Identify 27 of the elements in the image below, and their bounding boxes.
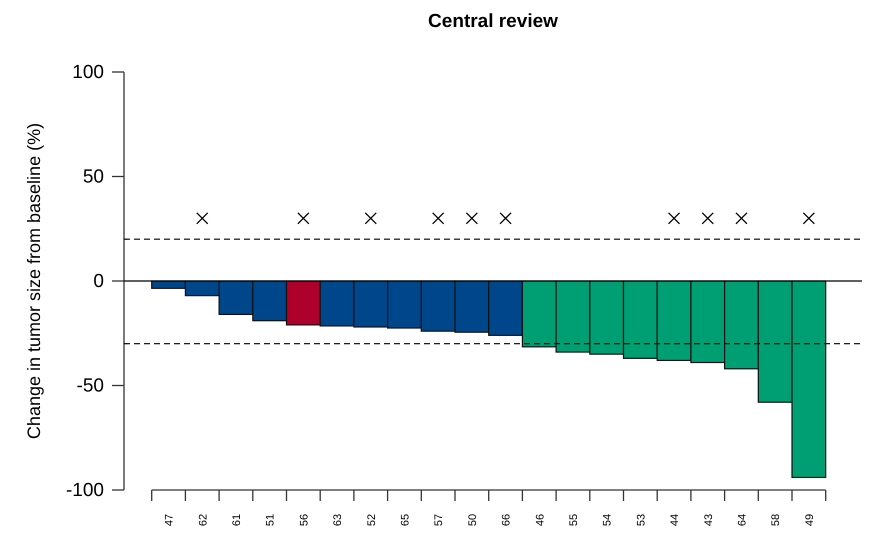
x-tick-label: 63 bbox=[332, 514, 344, 526]
y-tick-label: -50 bbox=[76, 376, 104, 397]
x-tick-label: 61 bbox=[230, 514, 243, 526]
x-tick-label: 62 bbox=[197, 514, 210, 526]
x-tick-label: 54 bbox=[602, 514, 614, 526]
x-tick-label: 50 bbox=[466, 514, 479, 526]
x-tick-label: 55 bbox=[568, 514, 580, 526]
y-tick-label: 50 bbox=[82, 166, 104, 188]
x-tick-label: 58 bbox=[770, 514, 782, 526]
y-axis-title: Change in tumor size from baseline (%) bbox=[24, 122, 44, 440]
x-tick-label: 46 bbox=[534, 514, 546, 526]
x-tick-label: 44 bbox=[669, 514, 682, 526]
x-tick-label: 57 bbox=[433, 514, 446, 526]
x-tick-label: 51 bbox=[264, 514, 277, 526]
chart-title: Central review bbox=[428, 11, 558, 32]
x-tick-label: 43 bbox=[702, 514, 715, 526]
x-tick-label: 64 bbox=[736, 514, 748, 526]
x-tick-label: 56 bbox=[298, 514, 310, 526]
y-tick-label: 100 bbox=[72, 62, 104, 84]
y-tick-label: 0 bbox=[93, 271, 104, 292]
x-tick-label: 66 bbox=[500, 514, 513, 526]
x-tick-label: 65 bbox=[399, 514, 412, 526]
x-tick-label: 47 bbox=[164, 514, 176, 526]
x-tick-label: 53 bbox=[635, 514, 648, 526]
y-tick-label: -100 bbox=[66, 480, 104, 502]
x-tick-label: 52 bbox=[366, 514, 378, 526]
x-tick-label: 49 bbox=[804, 514, 816, 526]
